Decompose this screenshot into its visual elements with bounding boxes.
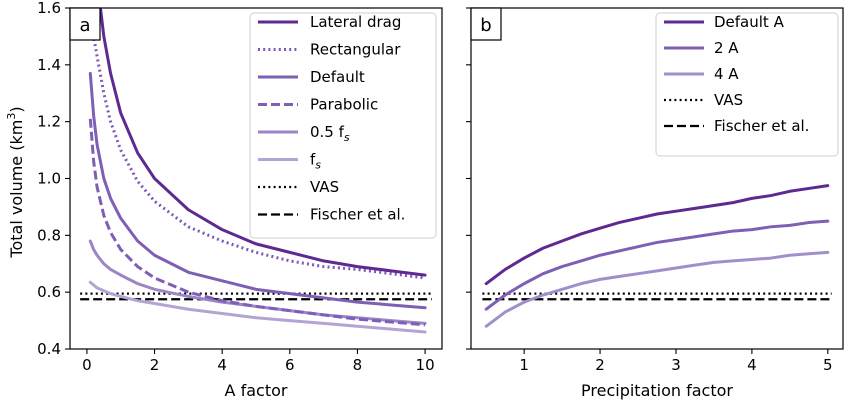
series-line-f: [88, 280, 427, 334]
panel-b-frame: [470, 7, 844, 350]
panel-a-legend: Lateral drag Rectangular Default Parabolic 0…: [249, 12, 437, 239]
x-tick-label: 1: [519, 356, 529, 374]
x-tick-label: 4: [747, 356, 757, 374]
legend-label: Default A: [714, 13, 785, 31]
legend-label: 2 A: [714, 39, 739, 57]
y-tick-label: 1.4: [37, 56, 61, 74]
x-tick-label: 8: [353, 356, 363, 374]
legend-label: VAS: [714, 91, 743, 109]
x-tick-label: 10: [416, 356, 435, 374]
y-tick-label: 1.0: [37, 170, 61, 188]
panel-a-letter: a: [79, 15, 90, 36]
panel-a-frame: [69, 7, 443, 350]
panel-b-ticks: 1 2 3 4 5: [466, 7, 833, 374]
x-tick-label: 2: [150, 356, 160, 374]
y-tick-label: 1.6: [37, 0, 61, 17]
panel-b: 1 2 3 4 5 b Default A 2 A 4 A VAS Fischer et al.…: [466, 7, 844, 400]
panel-b-legend: Default A 2 A 4 A VAS Fischer et al.: [655, 12, 839, 157]
legend-label: 4 A: [714, 65, 739, 83]
panel-b-plot-area: [482, 184, 832, 328]
panel-b-letter-box: b: [470, 7, 502, 41]
series-line-lateral-drag: [98, 8, 427, 277]
series-line-default-a: [484, 184, 830, 286]
panel-a-ticks: 0 2 4 6 8 10 0.4 0.6 0.8 1.0 1.2 1.4 1.6: [37, 0, 434, 374]
panel-a-legend-box: [249, 12, 437, 239]
series-line-default: [88, 71, 427, 310]
y-tick-label: 1.2: [37, 113, 61, 131]
panel-b-letter: b: [480, 15, 491, 36]
x-tick-label: 3: [671, 356, 681, 374]
legend-label: VAS: [310, 178, 339, 196]
x-tick-label: 4: [217, 356, 227, 374]
panel-b-x-axis-label: Precipitation factor: [581, 381, 733, 400]
x-tick-label: 6: [285, 356, 295, 374]
y-tick-label: 0.4: [37, 340, 61, 358]
legend-label: Lateral drag: [310, 13, 401, 31]
y-tick-label: 0.6: [37, 283, 61, 301]
y-axis-label: Total volume (km3): [5, 106, 26, 258]
legend-label: Fischer et al.: [310, 206, 405, 224]
legend-label: Parabolic: [310, 96, 378, 114]
legend-label: Default: [310, 68, 365, 86]
legend-label: Fischer et al.: [714, 117, 809, 135]
panel-a-letter-box: a: [69, 7, 101, 41]
x-tick-label: 2: [595, 356, 605, 374]
y-tick-label: 0.8: [37, 226, 61, 244]
series-line-2-a: [484, 219, 830, 311]
x-tick-label: 0: [82, 356, 92, 374]
panel-a-plot-area: [80, 8, 432, 334]
x-tick-label: 5: [823, 356, 833, 374]
panel-a: 0 2 4 6 8 10 0.4 0.6 0.8 1.0 1.2 1.4 1.6 a Lateral d…: [37, 0, 443, 400]
series-line-4-a: [484, 250, 830, 328]
series-line-parabolic: [88, 118, 426, 327]
panel-a-x-axis-label: A factor: [225, 381, 288, 400]
legend-label: Rectangular: [310, 41, 401, 59]
legend-label: fs: [310, 151, 321, 172]
legend-label: 0.5 fs: [310, 123, 350, 144]
